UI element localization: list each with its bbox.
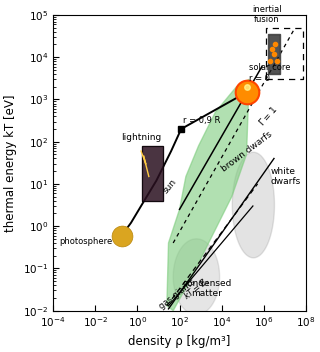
Text: $\Gamma$$=$$1$: $\Gamma$$=$$1$: [256, 104, 279, 128]
X-axis label: density ρ [kg/m³]: density ρ [kg/m³]: [128, 335, 231, 348]
Text: inertial
fusion: inertial fusion: [252, 5, 282, 24]
Text: brown dwarfs: brown dwarfs: [220, 129, 274, 173]
Polygon shape: [173, 239, 220, 315]
Text: condensed
matter: condensed matter: [182, 279, 232, 298]
Text: gas giants: gas giants: [158, 277, 197, 311]
Polygon shape: [268, 34, 280, 74]
Polygon shape: [167, 79, 249, 310]
Text: lightning: lightning: [121, 133, 161, 142]
Y-axis label: thermal energy kT [eV]: thermal energy kT [eV]: [4, 94, 17, 232]
Text: r = 0,9 R: r = 0,9 R: [183, 117, 220, 125]
Polygon shape: [141, 146, 163, 201]
Polygon shape: [232, 152, 275, 258]
Text: solar core
r = 0: solar core r = 0: [249, 63, 291, 83]
Text: photosphere: photosphere: [59, 237, 113, 246]
Text: sun: sun: [162, 177, 179, 195]
Text: white
dwarfs: white dwarfs: [270, 167, 300, 186]
Text: $kT$$=$$E_s$: $kT$$=$$E_s$: [181, 275, 213, 303]
